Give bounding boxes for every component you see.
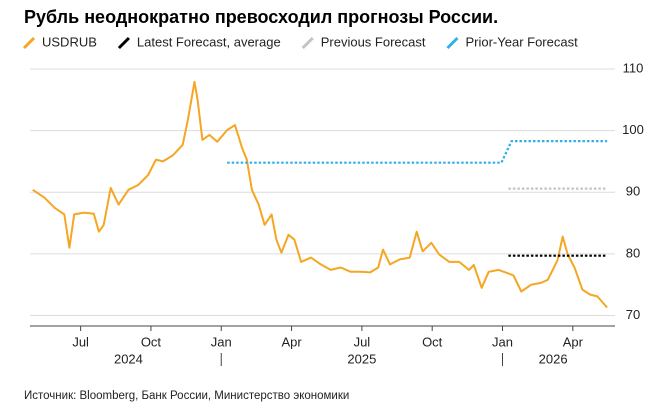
legend-label: Prior-Year Forecast (465, 34, 578, 49)
series-line (227, 140, 608, 164)
chart-title: Рубль неоднократно превосходил прогнозы … (24, 7, 498, 27)
series-line (32, 80, 608, 309)
x-tick-label: Oct (422, 334, 443, 349)
y-tick-label: 90 (626, 184, 640, 199)
legend: USDRUB Latest Forecast, average Previous F… (22, 34, 578, 50)
legend-label: USDRUB (42, 34, 97, 49)
year-label: 2025 (347, 351, 376, 366)
x-tick-label: Apr (281, 334, 302, 349)
x-tick-label: Jul (72, 334, 89, 349)
x-tick-label: Jan (492, 334, 513, 349)
year-label: 2024 (114, 351, 143, 366)
x-tick-label: Jul (354, 334, 371, 349)
x-tick-label: Oct (141, 334, 162, 349)
y-tick-label: 100 (622, 122, 644, 137)
x-tick-label: Jan (211, 334, 232, 349)
y-tick-label: 110 (623, 60, 644, 75)
legend-swatch (446, 36, 459, 50)
y-tick-label: 70 (626, 307, 640, 322)
legend-swatch (22, 36, 36, 50)
legend-swatch (117, 36, 130, 50)
year-label: 2026 (539, 351, 568, 366)
legend-swatch (301, 36, 314, 50)
legend-label: Previous Forecast (321, 34, 426, 49)
legend-label: Latest Forecast, average (137, 34, 281, 49)
y-tick-label: 80 (626, 245, 640, 260)
source: Источник: Bloomberg, Банк России, Минист… (24, 390, 349, 402)
x-tick-label: Apr (563, 334, 584, 349)
